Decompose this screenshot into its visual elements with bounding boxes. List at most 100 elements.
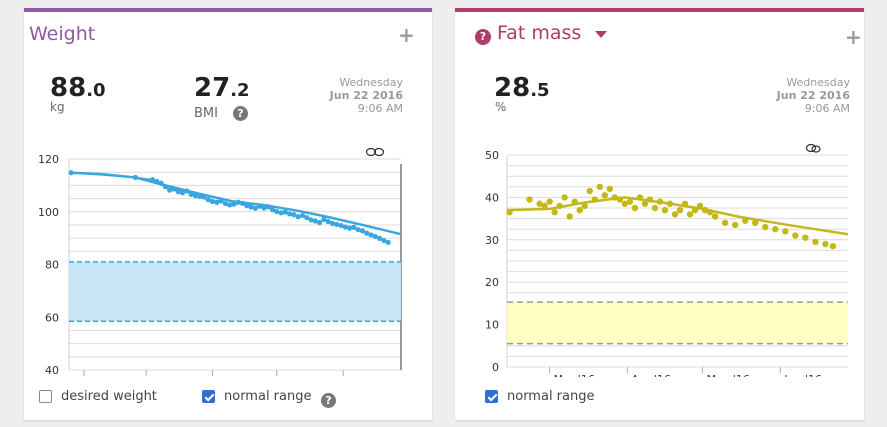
- measurement-point[interactable]: [621, 200, 629, 207]
- measurement-point[interactable]: [676, 206, 684, 214]
- desired-weight-checkbox[interactable]: [39, 390, 52, 403]
- measurement-point[interactable]: [269, 207, 276, 213]
- measurement-point[interactable]: [782, 228, 789, 235]
- measurement-point[interactable]: [626, 198, 634, 205]
- measurement-point[interactable]: [576, 206, 583, 214]
- measurement-point[interactable]: [329, 220, 336, 226]
- measurement-point[interactable]: [606, 185, 614, 193]
- measurement-point[interactable]: [731, 221, 739, 229]
- fat-mass-chart[interactable]: 0 10 20 30 40 50 Mar '16 Apr '16 May '16 Jun '16: [455, 137, 864, 377]
- measurement-point[interactable]: [227, 202, 233, 208]
- measurement-point[interactable]: [541, 202, 548, 210]
- fat-mass-chart-marks: [506, 183, 849, 250]
- measurement-point[interactable]: [179, 190, 186, 196]
- measurement-point[interactable]: [291, 212, 297, 218]
- measurement-point[interactable]: [372, 233, 378, 240]
- measurement-point[interactable]: [661, 206, 669, 214]
- measurement-point[interactable]: [364, 230, 370, 236]
- fat-mass-date-time: 9:06 AM: [804, 102, 850, 115]
- weight-normal-range-checkbox[interactable]: [202, 390, 215, 403]
- measurement-point[interactable]: [802, 234, 809, 241]
- measurement-point[interactable]: [721, 219, 729, 227]
- measurement-point[interactable]: [381, 237, 387, 244]
- bmi-help-icon[interactable]: ?: [233, 106, 248, 121]
- measurement-point[interactable]: [342, 224, 348, 230]
- weight-card: Weight + 88.0 kg 27.2 BMI ? Wednesday Ju…: [24, 8, 432, 420]
- measurement-point[interactable]: [536, 200, 543, 207]
- fat-mass-title[interactable]: Fat mass: [497, 22, 582, 44]
- chevron-down-icon[interactable]: [595, 31, 607, 38]
- fat-mass-value-dec: .5: [530, 80, 550, 101]
- weight-date-date: Jun 22 2016: [329, 89, 403, 102]
- desired-weight-toggle[interactable]: desired weight: [39, 389, 157, 404]
- fat-mass-normal-range-toggle[interactable]: normal range: [485, 389, 594, 404]
- measurement-point[interactable]: [261, 205, 267, 211]
- measurement-point[interactable]: [551, 209, 558, 216]
- measurement-point[interactable]: [205, 197, 211, 203]
- measurement-point[interactable]: [287, 211, 293, 217]
- y-tick-label: 20: [485, 276, 499, 289]
- measurement-point[interactable]: [321, 216, 327, 222]
- comment-icon[interactable]: [805, 143, 821, 153]
- measurement-point[interactable]: [631, 204, 639, 212]
- fat-mass-normal-range-checkbox[interactable]: [485, 390, 498, 403]
- measurement-point[interactable]: [346, 225, 353, 231]
- measurement-point[interactable]: [376, 235, 383, 241]
- measurement-point[interactable]: [167, 187, 173, 193]
- fat-mass-help-icon[interactable]: ?: [475, 29, 491, 45]
- measurement-point[interactable]: [762, 223, 769, 231]
- measurement-point[interactable]: [368, 232, 374, 238]
- measurement-point[interactable]: [772, 226, 779, 233]
- measurement-point[interactable]: [812, 238, 819, 246]
- weight-normal-range-toggle[interactable]: normal range: [202, 389, 311, 404]
- add-weight-button[interactable]: +: [398, 23, 415, 47]
- measurement-point[interactable]: [334, 221, 340, 228]
- measurement-point[interactable]: [792, 232, 799, 239]
- measurement-line: [71, 171, 389, 244]
- measurement-point[interactable]: [304, 214, 310, 221]
- measurement-point[interactable]: [385, 239, 391, 245]
- measurement-point[interactable]: [252, 205, 258, 211]
- measurement-point[interactable]: [278, 210, 284, 216]
- weight-chart[interactable]: 40 60 80 100 120 Feb '16 Mar '16 Apr '16 May '16…: [24, 137, 432, 377]
- measurement-point[interactable]: [596, 183, 603, 190]
- measurement-point[interactable]: [359, 228, 366, 234]
- measurement-point[interactable]: [317, 219, 323, 226]
- measurement-point[interactable]: [581, 202, 588, 210]
- measurement-point[interactable]: [175, 189, 181, 195]
- measurement-point[interactable]: [601, 192, 608, 199]
- measurement-point[interactable]: [711, 213, 719, 220]
- measurement-point[interactable]: [325, 218, 331, 225]
- measurement-point[interactable]: [214, 199, 220, 205]
- measurement-point[interactable]: [355, 227, 361, 233]
- measurement-point[interactable]: [752, 219, 759, 227]
- measurement-point[interactable]: [282, 209, 288, 215]
- measurement-point[interactable]: [338, 222, 344, 229]
- measurement-point[interactable]: [295, 214, 301, 220]
- measurement-point[interactable]: [546, 198, 553, 205]
- measurement-point[interactable]: [248, 204, 254, 210]
- measurement-point[interactable]: [312, 218, 318, 224]
- measurement-point[interactable]: [209, 198, 216, 205]
- weight-unit: kg: [50, 100, 65, 114]
- x-tick-label: Mar '16: [554, 373, 595, 377]
- measurement-point[interactable]: [671, 211, 679, 218]
- measurement-point[interactable]: [822, 240, 829, 248]
- measurement-point[interactable]: [308, 217, 314, 223]
- measurement-point[interactable]: [829, 242, 837, 250]
- measurement-point[interactable]: [651, 204, 659, 212]
- add-fat-mass-button[interactable]: +: [845, 25, 862, 49]
- measurement-point[interactable]: [351, 224, 357, 230]
- measurement-point[interactable]: [561, 194, 568, 201]
- measurement-point[interactable]: [586, 187, 593, 195]
- measurement-point[interactable]: [299, 212, 306, 219]
- measurement-point[interactable]: [686, 211, 694, 218]
- measurement-point[interactable]: [526, 196, 533, 203]
- measurement-point[interactable]: [222, 200, 228, 207]
- measurement-point[interactable]: [274, 208, 280, 215]
- measurement-point[interactable]: [641, 200, 649, 207]
- comment-icon[interactable]: [365, 147, 385, 157]
- normal-range-help-icon[interactable]: ?: [321, 393, 336, 408]
- y-tick-label: 60: [45, 311, 59, 324]
- measurement-point[interactable]: [566, 213, 573, 220]
